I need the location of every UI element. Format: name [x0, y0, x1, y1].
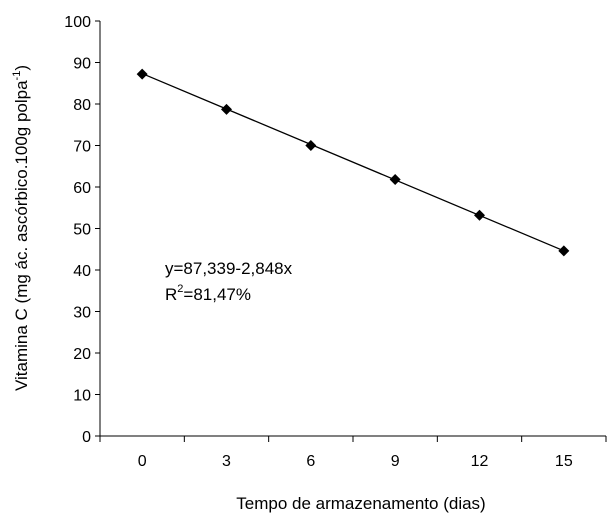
- data-point: [221, 103, 232, 115]
- r2-superscript: 2: [177, 283, 183, 295]
- regression-line: [141, 72, 565, 252]
- data-point: [136, 68, 148, 80]
- y-tick-label: 80: [73, 97, 91, 114]
- y-axis-title: Vitamina C (mg ác. ascórbico.100g polpa-…: [11, 65, 31, 391]
- y-axis: 0 10 20 30 40 50 60 70 80 90 100: [64, 14, 101, 446]
- x-tick-label: 6: [306, 453, 315, 470]
- data-point: [558, 245, 570, 257]
- x-tick-label: 15: [555, 453, 573, 470]
- y-tick-label: 20: [73, 346, 91, 363]
- y-tick-label: 90: [73, 56, 91, 73]
- x-tick-label: 9: [391, 453, 400, 470]
- y-tick-label: 50: [73, 222, 91, 239]
- regression-equation: y=87,339-2,848x: [165, 259, 293, 278]
- y-tick-label: 10: [73, 388, 91, 405]
- x-axis: 0 3 6 9 12 15: [99, 435, 607, 470]
- x-axis-title: Tempo de armazenamento (dias): [236, 494, 485, 513]
- y-tick-label: 70: [73, 139, 91, 156]
- x-tick-label: 3: [222, 453, 231, 470]
- y-tick-label: 30: [73, 305, 91, 322]
- data-point: [305, 140, 317, 151]
- y-axis-title-main: Vitamina C (mg ác. ascórbico.100g polpa: [12, 80, 31, 391]
- x-tick-label: 12: [471, 453, 489, 470]
- y-axis-title-superscript: -1: [11, 71, 23, 81]
- regression-line-group: [141, 72, 565, 252]
- y-tick-label: 40: [73, 263, 91, 280]
- x-tick-label: 0: [138, 453, 147, 470]
- data-points: [136, 68, 570, 257]
- r2-prefix: R: [165, 285, 177, 304]
- r-squared-annotation: R2=81,47%: [165, 283, 251, 304]
- y-axis-title-close: ): [12, 65, 31, 71]
- y-tick-label: 60: [73, 180, 91, 197]
- data-point: [389, 174, 401, 186]
- y-tick-label: 0: [82, 429, 91, 446]
- y-tick-label: 100: [64, 14, 91, 31]
- r2-value: =81,47%: [183, 285, 251, 304]
- data-point: [474, 209, 485, 221]
